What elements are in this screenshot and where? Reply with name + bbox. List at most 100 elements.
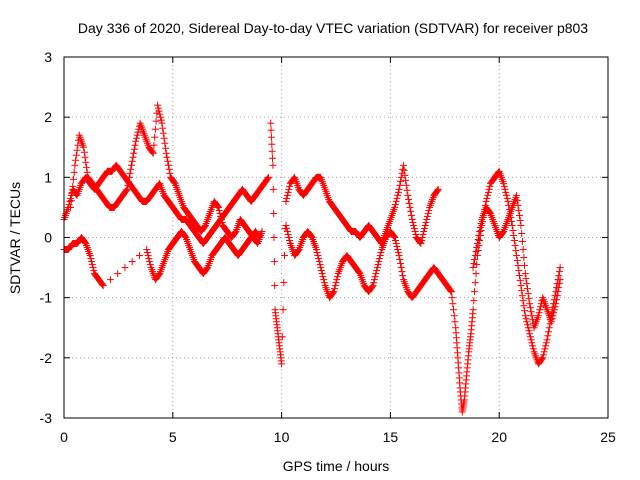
data-point-interp <box>264 174 272 182</box>
data-point-interp <box>448 294 456 302</box>
data-point-interp <box>370 276 378 284</box>
data-point-interp <box>394 188 402 196</box>
data-point-interp <box>134 128 142 136</box>
data-point-interp <box>516 211 524 219</box>
data-point-interp <box>89 264 97 272</box>
data-point-interp <box>540 348 548 356</box>
data-point-interp <box>470 260 478 268</box>
chart-title: Day 336 of 2020, Sidereal Day-to-day VTE… <box>78 20 588 36</box>
data-point-interp <box>516 272 524 280</box>
data-point-interp <box>160 134 168 142</box>
data-point <box>143 246 151 254</box>
data-point <box>282 197 290 205</box>
data-point-interp <box>231 228 239 236</box>
data-point-interp <box>154 104 162 112</box>
data-point-interp <box>122 186 130 194</box>
x-tick-label: 25 <box>600 429 616 445</box>
data-point-interp <box>203 265 211 273</box>
data-point-interp <box>397 173 405 181</box>
data-point <box>417 240 425 248</box>
data-point-interp <box>555 272 563 280</box>
data-point-interp <box>267 133 275 141</box>
data-point-interp <box>316 261 324 269</box>
data-point <box>278 360 286 368</box>
data-point-interp <box>294 247 302 255</box>
data-point-interp <box>72 151 80 159</box>
data-point-interp <box>553 296 561 304</box>
data-point-interp <box>409 218 417 226</box>
data-point-interp <box>66 197 74 205</box>
data-point <box>500 179 508 187</box>
data-point <box>521 312 529 320</box>
data-point-interp <box>393 194 401 202</box>
data-point <box>317 264 325 272</box>
data-point-interp <box>471 256 479 264</box>
data-point-interp <box>82 158 90 166</box>
data-point-interp <box>333 276 341 284</box>
data-point-interp <box>471 279 479 287</box>
data-point-interp <box>500 182 508 190</box>
y-axis-label: SDTVAR / TECUs <box>7 182 23 294</box>
data-point-interp <box>502 191 510 199</box>
data-point-interp <box>268 147 276 155</box>
data-point-interp <box>474 236 482 244</box>
data-point-interp <box>555 284 563 292</box>
data-point-interp <box>550 306 558 314</box>
data-point-interp <box>143 249 151 257</box>
data-point-interp <box>157 116 165 124</box>
data-point-interp <box>471 288 479 296</box>
data-point <box>421 221 429 229</box>
data-point-interp <box>166 169 174 177</box>
data-point-interp <box>518 287 526 295</box>
data-point-interp <box>83 168 91 176</box>
data-point-interp <box>181 232 189 240</box>
data-point-interp <box>407 211 415 219</box>
data-point-interp <box>503 194 511 202</box>
data-point-interp <box>392 197 400 205</box>
data-point-interp <box>121 264 129 272</box>
data-point-interp <box>128 258 136 266</box>
data-point-interp <box>313 249 321 257</box>
data-point-interp <box>523 321 531 329</box>
data-point-interp <box>148 148 156 156</box>
data-point-interp <box>434 186 442 194</box>
data-point-interp <box>106 276 114 284</box>
y-tick-label: 2 <box>44 109 52 125</box>
data-point-interp <box>401 171 409 179</box>
data-point-interp <box>90 267 98 275</box>
data-point-interp <box>88 261 96 269</box>
data-point <box>267 119 275 127</box>
data-point-interp <box>217 212 225 220</box>
data-point-interp <box>514 201 522 209</box>
data-point-interp <box>523 280 531 288</box>
data-point-interp <box>537 303 545 311</box>
data-point-interp <box>521 307 529 315</box>
data-point-interp <box>216 209 224 217</box>
data-point-interp <box>320 279 328 287</box>
data-point-interp <box>516 277 524 285</box>
data-point-interp <box>73 146 81 154</box>
data-point-interp <box>159 124 167 132</box>
data-point <box>517 282 525 290</box>
data-point <box>149 149 157 157</box>
data-point-interp <box>283 194 291 202</box>
data-point-interp <box>155 271 163 279</box>
data-point-interp <box>524 290 532 298</box>
data-point-interp <box>397 260 405 268</box>
data-point-interp <box>270 258 278 266</box>
data-point-interp <box>396 181 404 189</box>
data-point-interp <box>126 169 134 177</box>
data-point-interp <box>397 177 405 185</box>
data-point-interp <box>394 191 402 199</box>
data-point <box>539 354 547 362</box>
data-point-interp <box>390 232 398 240</box>
y-tick-label: -3 <box>40 410 53 426</box>
data-point-interp <box>523 285 531 293</box>
data-point-interp <box>410 221 418 229</box>
data-point-interp <box>521 262 529 270</box>
data-point-interp <box>553 292 561 300</box>
data-point-interp <box>375 258 383 266</box>
data-point-interp <box>164 157 172 165</box>
data-point-interp <box>447 287 455 295</box>
data-point-interp <box>423 212 431 220</box>
